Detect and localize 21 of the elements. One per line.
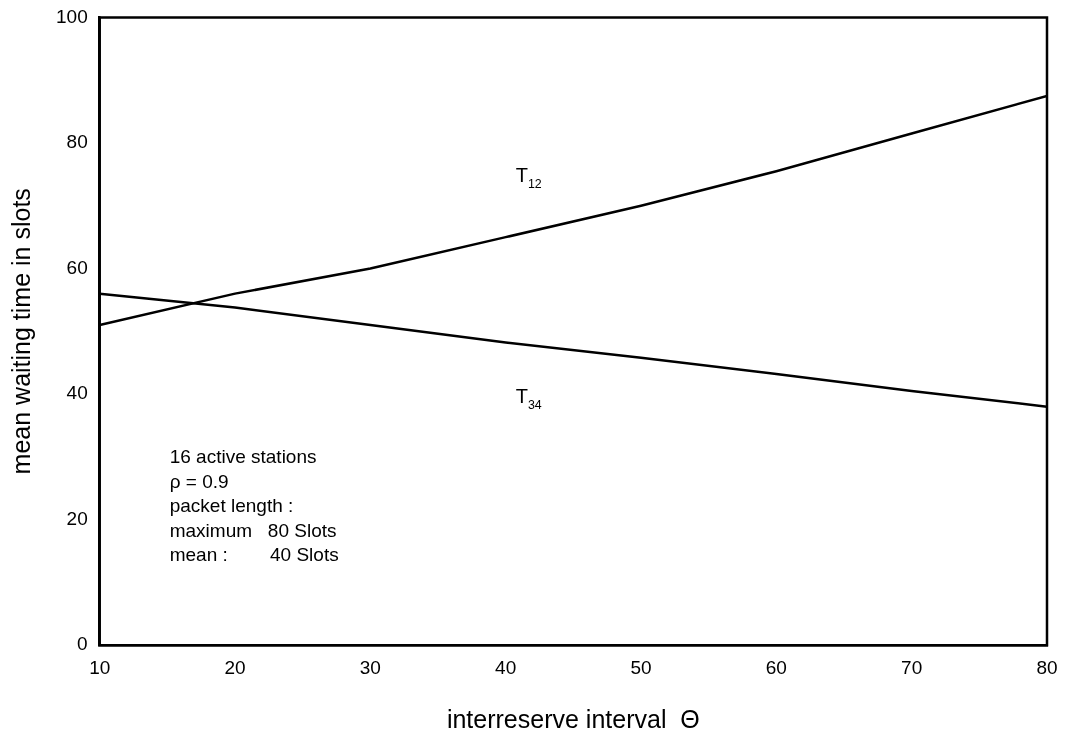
y-tick-label: 0 bbox=[77, 633, 88, 655]
x-axis-title: interreserve interval Θ bbox=[446, 704, 700, 733]
annotation: maximum 80 Slots bbox=[169, 519, 337, 541]
x-tick-label: 60 bbox=[765, 656, 787, 678]
x-tick-label: 40 bbox=[495, 656, 517, 678]
x-tick-label: 80 bbox=[1036, 656, 1058, 678]
y-axis-title: mean waiting time in slots bbox=[6, 188, 35, 475]
annotation: ρ = 0.9 bbox=[169, 470, 229, 492]
annotation: packet length : bbox=[169, 495, 294, 517]
annotation: 16 active stations bbox=[169, 446, 317, 468]
x-tick-label: 50 bbox=[630, 656, 652, 678]
x-tick-label: 20 bbox=[224, 656, 246, 678]
y-tick-label: 100 bbox=[56, 5, 88, 27]
y-tick-label: 40 bbox=[66, 382, 88, 404]
x-tick-label: 10 bbox=[89, 656, 111, 678]
x-tick-label: 30 bbox=[359, 656, 381, 678]
x-tick-label: 70 bbox=[901, 656, 923, 678]
annotation: mean : 40 Slots bbox=[169, 544, 339, 566]
y-tick-label: 80 bbox=[66, 131, 88, 153]
y-tick-label: 20 bbox=[66, 507, 88, 529]
y-tick-label: 60 bbox=[66, 256, 88, 278]
